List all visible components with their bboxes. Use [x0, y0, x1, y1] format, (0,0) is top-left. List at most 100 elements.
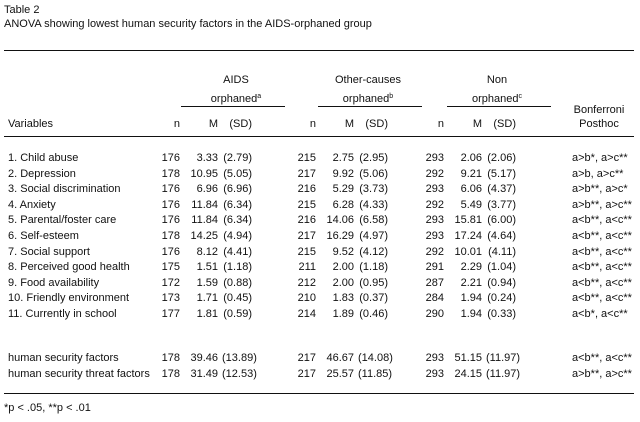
- row-cell: 293: [425, 352, 444, 364]
- row-cell: (6.34): [223, 214, 252, 227]
- header-sd: (SD): [493, 118, 516, 130]
- row-cell: 2.00: [332, 261, 354, 274]
- header-m: M: [472, 118, 482, 130]
- row-cell: (4.94): [223, 230, 252, 242]
- row-cell: 178: [161, 352, 180, 364]
- row-cell: 1.59: [196, 276, 218, 289]
- row-cell: 9.21: [460, 167, 482, 180]
- row-cell: 214: [297, 308, 316, 320]
- row-cell: 175: [161, 261, 180, 274]
- header-n: n: [437, 118, 444, 130]
- row-cell: (14.08): [358, 352, 393, 364]
- row-cell: (2.95): [359, 152, 388, 164]
- row-cell: (0.37): [359, 292, 388, 305]
- row-cell: (0.94): [487, 276, 516, 289]
- row-posthoc: a<b**, a<c**: [572, 352, 632, 364]
- row-cell: 176: [161, 198, 180, 211]
- row-cell: 217: [297, 352, 316, 364]
- row-cell: 39.46: [190, 352, 218, 364]
- row-cell: 176: [161, 214, 180, 227]
- row-cell: 176: [161, 183, 180, 196]
- table-caption: ANOVA showing lowest human security fact…: [4, 18, 372, 30]
- row-cell: (1.18): [359, 261, 388, 274]
- row-cell: (2.06): [487, 152, 516, 164]
- row-posthoc: a<b**, a<c**: [572, 230, 632, 242]
- row-cell: 2.75: [332, 152, 354, 164]
- row-cell: (2.79): [223, 152, 252, 164]
- row-label: 8. Perceived good health: [8, 261, 130, 274]
- row-posthoc: a>b**, a>c**: [572, 198, 632, 211]
- row-cell: (3.77): [487, 198, 516, 211]
- row-cell: 1.94: [460, 308, 482, 320]
- row-posthoc: a>b**, a>c**: [572, 368, 632, 380]
- row-cell: (4.33): [359, 198, 388, 211]
- row-cell: 9.92: [332, 167, 354, 180]
- header-rule: [4, 136, 634, 137]
- row-cell: 176: [161, 245, 180, 258]
- row-cell: 210: [297, 292, 316, 305]
- row-cell: (4.12): [359, 245, 388, 258]
- row-cell: (0.45): [223, 292, 252, 305]
- row-cell: 8.12: [196, 245, 218, 258]
- row-cell: (4.64): [487, 230, 516, 242]
- row-cell: (0.88): [223, 276, 252, 289]
- posthoc-header-line1: Bonferroni: [573, 104, 625, 116]
- row-cell: 178: [161, 167, 180, 180]
- row-cell: 1.51: [196, 261, 218, 274]
- row-cell: (11.85): [358, 368, 393, 380]
- row-cell: 15.81: [454, 214, 482, 227]
- row-cell: 1.89: [332, 308, 354, 320]
- table-label: Table 2: [4, 4, 40, 16]
- row-cell: (3.73): [359, 183, 388, 196]
- row-cell: 212: [297, 276, 316, 289]
- header-n: n: [173, 118, 180, 130]
- row-cell: 292: [425, 198, 444, 211]
- row-label: 7. Social support: [8, 245, 90, 258]
- row-cell: 290: [425, 308, 444, 320]
- row-cell: (0.24): [487, 292, 516, 305]
- row-cell: (0.46): [359, 308, 388, 320]
- group-aids-underline: [181, 106, 285, 107]
- row-posthoc: a>b**, a>c*: [572, 183, 628, 196]
- group-other-line2: orphanedb: [342, 93, 394, 105]
- row-cell: 211: [298, 261, 316, 274]
- variables-header: Variables: [8, 118, 54, 130]
- row-cell: 6.28: [332, 198, 354, 211]
- row-cell: 5.29: [332, 183, 354, 196]
- row-cell: 217: [297, 368, 316, 380]
- row-label: 2. Depression: [8, 167, 76, 180]
- row-cell: 293: [425, 214, 444, 227]
- row-cell: 173: [161, 292, 180, 305]
- row-cell: 17.24: [454, 230, 482, 242]
- row-cell: 2.00: [332, 276, 354, 289]
- row-cell: 46.67: [326, 352, 354, 364]
- row-cell: 177: [161, 308, 180, 320]
- row-cell: 11.84: [191, 198, 218, 211]
- row-cell: 5.49: [460, 198, 482, 211]
- row-cell: 1.71: [196, 292, 218, 305]
- row-cell: (6.96): [223, 183, 252, 196]
- row-cell: 6.96: [196, 183, 218, 196]
- row-label: human security factors: [8, 352, 119, 364]
- group-aids-line2: orphaneda: [210, 93, 262, 105]
- row-cell: 24.15: [454, 368, 482, 380]
- row-cell: (6.00): [487, 214, 516, 227]
- row-posthoc: a<b**, a<c**: [572, 214, 632, 227]
- row-label: 1. Child abuse: [8, 152, 79, 164]
- footnote: *p < .05, **p < .01: [4, 402, 91, 414]
- row-cell: (4.97): [359, 230, 388, 242]
- row-cell: 215: [297, 152, 316, 164]
- row-cell: 16.29: [326, 230, 354, 242]
- row-cell: 293: [425, 152, 444, 164]
- row-cell: (13.89): [222, 352, 257, 364]
- row-label: 11. Currently in school: [8, 308, 117, 320]
- row-cell: 14.25: [190, 230, 218, 242]
- row-cell: (12.53): [222, 368, 257, 380]
- row-cell: 293: [425, 368, 444, 380]
- row-cell: 31.49: [190, 368, 218, 380]
- row-cell: (5.05): [223, 167, 252, 180]
- row-cell: 293: [425, 230, 444, 242]
- row-cell: (11.97): [486, 352, 521, 364]
- posthoc-header-line2: Posthoc: [579, 118, 619, 130]
- row-posthoc: a<b**, a<c**: [572, 245, 632, 258]
